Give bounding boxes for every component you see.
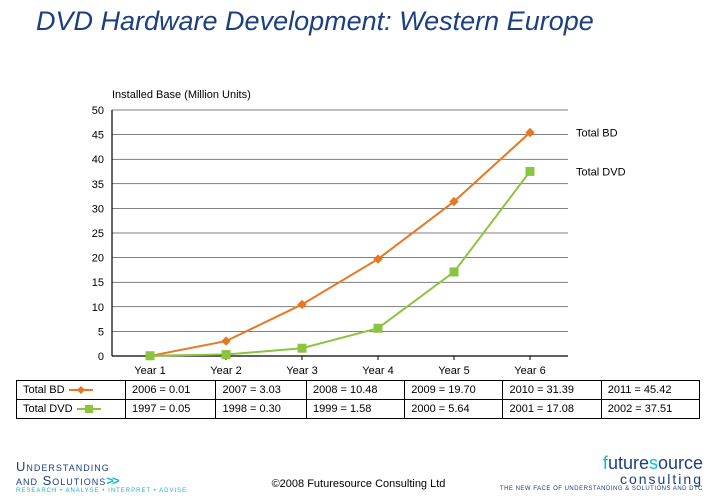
- svg-text:10: 10: [92, 302, 104, 314]
- logo-futuresource: futuresource consulting THE NEW FACE OF …: [500, 454, 703, 492]
- square-marker-icon: [77, 404, 101, 414]
- data-cell: 2001 = 17.08: [503, 400, 601, 419]
- svg-text:Year 3: Year 3: [286, 365, 317, 377]
- data-cell: 2002 = 37.51: [601, 400, 699, 419]
- svg-text:Year 5: Year 5: [438, 365, 469, 377]
- data-cell: 1998 = 0.30: [216, 400, 306, 419]
- footer: Understanding and Solutions>> RESEARCH •…: [0, 448, 717, 496]
- diamond-marker-icon: [69, 385, 93, 395]
- svg-text:Installed Base (Million Units): Installed Base (Million Units): [112, 89, 251, 101]
- svg-text:20: 20: [92, 253, 104, 265]
- logo-right-word: futuresource: [500, 454, 703, 472]
- data-table: Total BD2006 = 0.012007 = 3.032008 = 10.…: [16, 380, 700, 419]
- svg-text:25: 25: [92, 228, 104, 240]
- svg-text:Year 2: Year 2: [210, 365, 241, 377]
- data-cell: 2007 = 3.03: [216, 381, 306, 400]
- svg-text:50: 50: [92, 105, 104, 117]
- data-cell: 2009 = 19.70: [405, 381, 503, 400]
- data-cell: 2011 = 45.42: [601, 381, 699, 400]
- svg-text:35: 35: [92, 179, 104, 191]
- data-cell: 1997 = 0.05: [126, 400, 216, 419]
- data-cell: 2010 = 31.39: [503, 381, 601, 400]
- svg-text:45: 45: [92, 130, 104, 142]
- data-cell: 1999 = 1.58: [306, 400, 404, 419]
- data-cell: 2000 = 5.64: [405, 400, 503, 419]
- line-chart: 0 5 10 15 20 25 30 35 40 45 50 Year 1 Year 2 Year 3 Ye…: [40, 80, 680, 400]
- logo-left-line1: Understanding: [16, 460, 187, 474]
- table-row: Total BD2006 = 0.012007 = 3.032008 = 10.…: [17, 381, 700, 400]
- page-title: DVD Hardware Development: Western Europe: [36, 6, 697, 37]
- series-label-cell: Total BD: [17, 381, 126, 400]
- slide: DVD Hardware Development: Western Europe…: [0, 0, 717, 500]
- svg-text:Total BD: Total BD: [576, 128, 618, 140]
- svg-text:Year 4: Year 4: [362, 365, 393, 377]
- chart-svg: 0 5 10 15 20 25 30 35 40 45 50 Year 1 Year 2 Year 3 Ye…: [40, 80, 680, 400]
- svg-text:5: 5: [98, 326, 104, 338]
- svg-text:Year 1: Year 1: [134, 365, 165, 377]
- series-label-cell: Total DVD: [17, 400, 126, 419]
- table-row: Total DVD1997 = 0.051998 = 0.301999 = 1.…: [17, 400, 700, 419]
- data-cell: 2006 = 0.01: [126, 381, 216, 400]
- svg-text:0: 0: [98, 351, 104, 363]
- svg-text:15: 15: [92, 277, 104, 289]
- logo-right-tagline: THE NEW FACE OF UNDERSTANDING & SOLUTION…: [500, 486, 703, 492]
- data-cell: 2008 = 10.48: [306, 381, 404, 400]
- svg-text:Year 6: Year 6: [514, 365, 545, 377]
- svg-text:40: 40: [92, 154, 104, 166]
- logo-right-sub: consulting: [500, 472, 703, 486]
- svg-text:30: 30: [92, 203, 104, 215]
- svg-text:Total DVD: Total DVD: [576, 166, 626, 178]
